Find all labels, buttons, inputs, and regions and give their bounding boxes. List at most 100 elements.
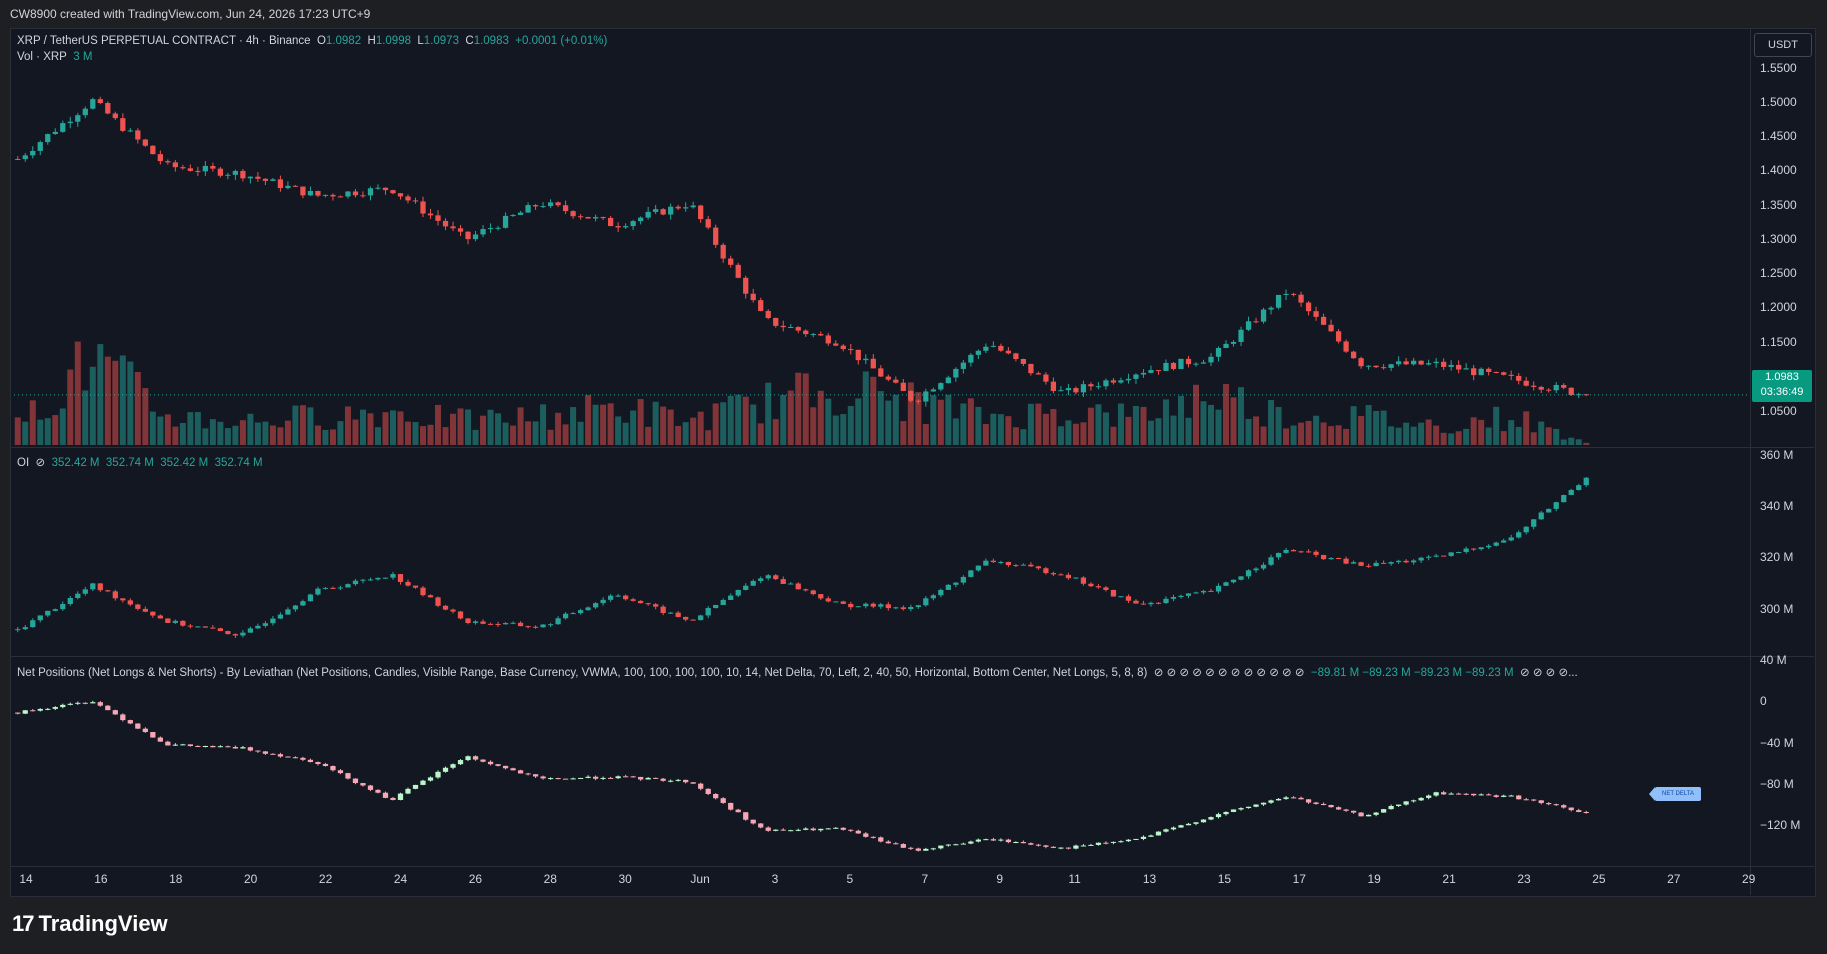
volume-bar (592, 404, 599, 445)
volume-bar (1177, 395, 1184, 445)
net-candle (1501, 795, 1507, 797)
net-tick: −80 M (1760, 777, 1794, 791)
pane-separator-net[interactable] (10, 656, 1814, 657)
price-candle (577, 216, 584, 218)
time-tick: 13 (1142, 872, 1157, 886)
volume-label[interactable]: Vol · XRP (17, 51, 67, 63)
time-tick: 11 (1068, 872, 1081, 886)
price-candle (1320, 316, 1327, 325)
net-candle (1005, 839, 1012, 843)
oi-candle (1028, 564, 1034, 567)
volume-bar (1395, 427, 1402, 445)
net-candle (908, 847, 914, 849)
oi-label[interactable]: OI (17, 457, 30, 469)
volume-bar (1275, 406, 1282, 445)
net-candle (120, 714, 126, 721)
oi-candle (1283, 549, 1289, 553)
net-candle (82, 702, 88, 704)
net-candle (1350, 810, 1357, 813)
oi-candle (90, 583, 96, 590)
oi-candle (285, 609, 291, 615)
net-candle (1523, 799, 1529, 801)
price-candle (788, 327, 794, 329)
header-bar: CW8900 created with TradingView.com, Jun… (0, 0, 1827, 28)
oi-candle (307, 594, 314, 602)
net-candle (195, 746, 201, 748)
volume-bar (1463, 428, 1470, 445)
net-candle (555, 778, 561, 780)
net-label[interactable]: Net Positions (Net Longs & Net Shorts) -… (17, 667, 1148, 679)
volume-bar (1470, 417, 1477, 445)
net-candle (1373, 812, 1379, 815)
oi-candle (1005, 561, 1012, 566)
net-candle (870, 836, 876, 838)
volume-bar (397, 411, 404, 445)
oi-candle (150, 611, 156, 616)
oi-candle (1178, 595, 1184, 598)
price-candle (487, 228, 494, 230)
net-candle (382, 792, 389, 798)
oi-candle (540, 624, 546, 628)
oi-candle (1208, 590, 1214, 592)
price-candle (698, 205, 704, 220)
volume-bar (600, 404, 607, 445)
net-candle (638, 776, 644, 780)
oi-candle (202, 626, 208, 628)
time-tick: 5 (846, 872, 854, 886)
oi-candle (645, 603, 651, 605)
volume-bar (44, 418, 51, 445)
price-candle (765, 310, 771, 318)
price-candle (953, 368, 959, 378)
price-candle (375, 187, 381, 189)
volume-bar (82, 390, 89, 445)
volume-bar (765, 382, 772, 445)
net-candle (240, 747, 246, 749)
oi-candle (975, 565, 981, 571)
volume-bar (1380, 410, 1387, 445)
net-candle (210, 745, 216, 748)
net-candle (938, 845, 944, 849)
net-candle (600, 777, 606, 779)
oi-candle (37, 615, 43, 621)
price-candle (1433, 361, 1439, 364)
volume-bar (832, 415, 839, 445)
price-candle (960, 362, 966, 369)
oi-candle (532, 626, 539, 628)
volume-bar (1553, 428, 1560, 445)
volume-bar (1455, 431, 1462, 445)
volume-bar (435, 404, 442, 445)
net-candle (1185, 823, 1192, 826)
price-candle (795, 327, 801, 331)
tradingview-logo[interactable]: 17 TradingView (12, 911, 168, 937)
symbol-label[interactable]: XRP / TetherUS PERPETUAL CONTRACT · 4h ·… (17, 35, 311, 47)
oi-candle (855, 606, 861, 608)
time-tick: 15 (1217, 872, 1232, 886)
net-candle (1215, 814, 1222, 818)
oi-candle (142, 608, 148, 612)
net-candle (1020, 841, 1027, 844)
time-tick: 22 (318, 872, 333, 886)
price-candle (1508, 374, 1514, 376)
volume-bar (104, 356, 111, 445)
net-candle (135, 723, 141, 729)
price-candle (592, 217, 599, 219)
price-candle (1553, 384, 1559, 391)
currency-selector[interactable]: USDT (1754, 33, 1812, 57)
oi-hidden-icon[interactable]: ⊘ (35, 457, 46, 469)
net-candle (990, 839, 996, 841)
oi-candle (885, 604, 891, 609)
volume-bar (224, 428, 231, 445)
volume-bar (622, 422, 629, 445)
volume-bar (502, 422, 509, 445)
chart-frame[interactable] (10, 28, 1816, 897)
volume-bar (892, 394, 899, 445)
pane-separator-oi[interactable] (10, 447, 1814, 448)
price-candle (720, 244, 726, 259)
volume-bar (472, 429, 479, 445)
volume-bar (630, 410, 637, 445)
oi-tick: 340 M (1760, 499, 1794, 513)
oi-candle (1155, 602, 1162, 604)
volume-bar (1425, 419, 1432, 445)
price-axis[interactable] (1750, 28, 1815, 895)
